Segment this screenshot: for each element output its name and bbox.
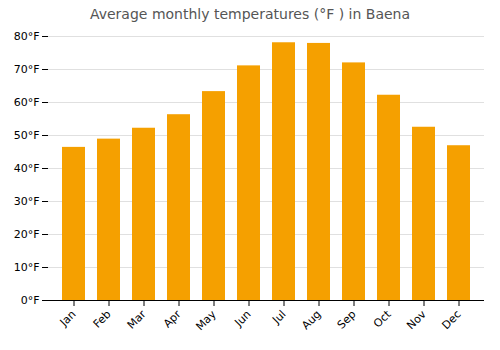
svg-text:Aug: Aug bbox=[299, 308, 323, 332]
svg-text:30°F: 30°F bbox=[14, 195, 40, 208]
svg-text:60°F: 60°F bbox=[14, 96, 40, 109]
html-text:Average monthly temperatures (: Average monthly temperatures (°F ) in Ba… bbox=[90, 6, 410, 22]
svg-text:40°F: 40°F bbox=[14, 162, 40, 175]
svg-text:Jan: Jan bbox=[57, 308, 79, 330]
svg-text:20°F: 20°F bbox=[14, 228, 40, 241]
svg-text:Dec: Dec bbox=[439, 308, 463, 332]
svg-text:Jun: Jun bbox=[232, 308, 254, 330]
svg-text:Jul: Jul bbox=[269, 308, 288, 327]
svg-text:May: May bbox=[193, 307, 219, 333]
svg-text:Apr: Apr bbox=[161, 307, 184, 330]
svg-text:Oct: Oct bbox=[371, 307, 394, 330]
svg-text:10°F: 10°F bbox=[14, 261, 40, 274]
svg-text:Feb: Feb bbox=[91, 308, 114, 331]
svg-text:80°F: 80°F bbox=[14, 30, 40, 43]
svg-text:0°F: 0°F bbox=[21, 294, 40, 307]
svg-text:70°F: 70°F bbox=[14, 63, 40, 76]
svg-text:Sep: Sep bbox=[335, 308, 359, 332]
svg-text:50°F: 50°F bbox=[14, 129, 40, 142]
svg-text:Mar: Mar bbox=[125, 307, 149, 331]
svg-text:Nov: Nov bbox=[404, 307, 429, 332]
